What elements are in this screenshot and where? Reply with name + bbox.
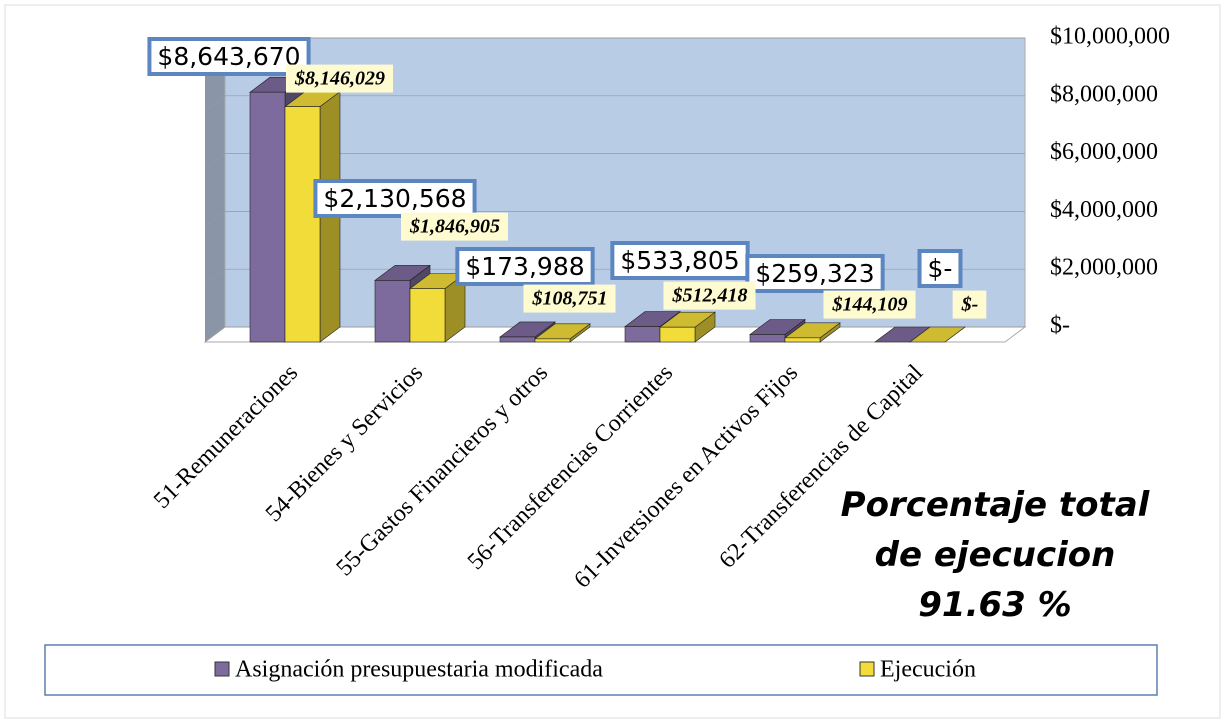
annotation: Porcentaje total de ejecucion 91.63 %	[840, 485, 1150, 625]
data-label: $8,146,029	[294, 68, 385, 90]
data-label-box	[286, 64, 393, 93]
y-tick-label: $10,000,000	[1050, 24, 1170, 50]
data-label-box	[147, 37, 311, 76]
bar-front	[534, 338, 571, 343]
data-label: $1,846,905	[409, 216, 500, 238]
bar-top	[909, 326, 966, 343]
grid-line	[204, 211, 226, 227]
y-tick-label: $-	[1050, 313, 1070, 339]
data-label-box	[952, 290, 987, 319]
data-label: $512,418	[672, 285, 748, 307]
data-label-box	[917, 249, 963, 288]
legend-label: Ejecución	[880, 657, 976, 683]
data-label-box	[401, 212, 508, 241]
y-tick-label: $2,000,000	[1050, 255, 1158, 281]
grid-line	[204, 153, 226, 169]
bar-front	[249, 91, 286, 343]
data-label: $533,805	[620, 246, 739, 275]
data-label: $144,109	[832, 294, 908, 316]
data-label-box	[313, 179, 477, 218]
data-label-box	[455, 247, 595, 286]
bar	[534, 323, 591, 343]
bar-front	[409, 288, 446, 343]
data-label: $2,130,568	[323, 184, 466, 213]
data-label: $173,988	[465, 252, 584, 281]
bar	[659, 311, 716, 343]
data-label-box	[610, 241, 750, 280]
grid-line	[204, 95, 226, 112]
data-label: $259,323	[755, 259, 874, 288]
data-label: $8,643,670	[157, 42, 300, 71]
grid-line	[204, 326, 226, 343]
y-tick-label: $4,000,000	[1050, 197, 1158, 223]
legend	[44, 644, 1158, 696]
y-tick-label: $8,000,000	[1050, 81, 1158, 107]
grid-line	[204, 268, 226, 285]
data-label: $-	[961, 294, 979, 316]
bar	[409, 273, 466, 343]
bar	[784, 322, 841, 343]
bar-front	[659, 326, 696, 343]
data-label-box	[823, 290, 916, 319]
bar	[909, 326, 966, 343]
data-label-box	[523, 284, 616, 313]
data-label-box	[663, 281, 756, 310]
y-tick-label: $6,000,000	[1050, 139, 1158, 165]
legend-marker	[214, 661, 230, 677]
data-label: $-	[928, 254, 953, 283]
bar-front	[784, 337, 821, 343]
data-label-box	[745, 254, 885, 293]
legend-marker	[859, 661, 875, 677]
data-label: $108,751	[532, 288, 608, 310]
bar-front	[374, 280, 411, 343]
bar-front	[499, 336, 536, 343]
bar-front	[749, 334, 786, 343]
side-wall	[205, 38, 225, 342]
bar-front	[284, 106, 321, 343]
bar-front	[624, 326, 661, 343]
legend-label: Asignación presupuestaria modificada	[235, 657, 603, 683]
